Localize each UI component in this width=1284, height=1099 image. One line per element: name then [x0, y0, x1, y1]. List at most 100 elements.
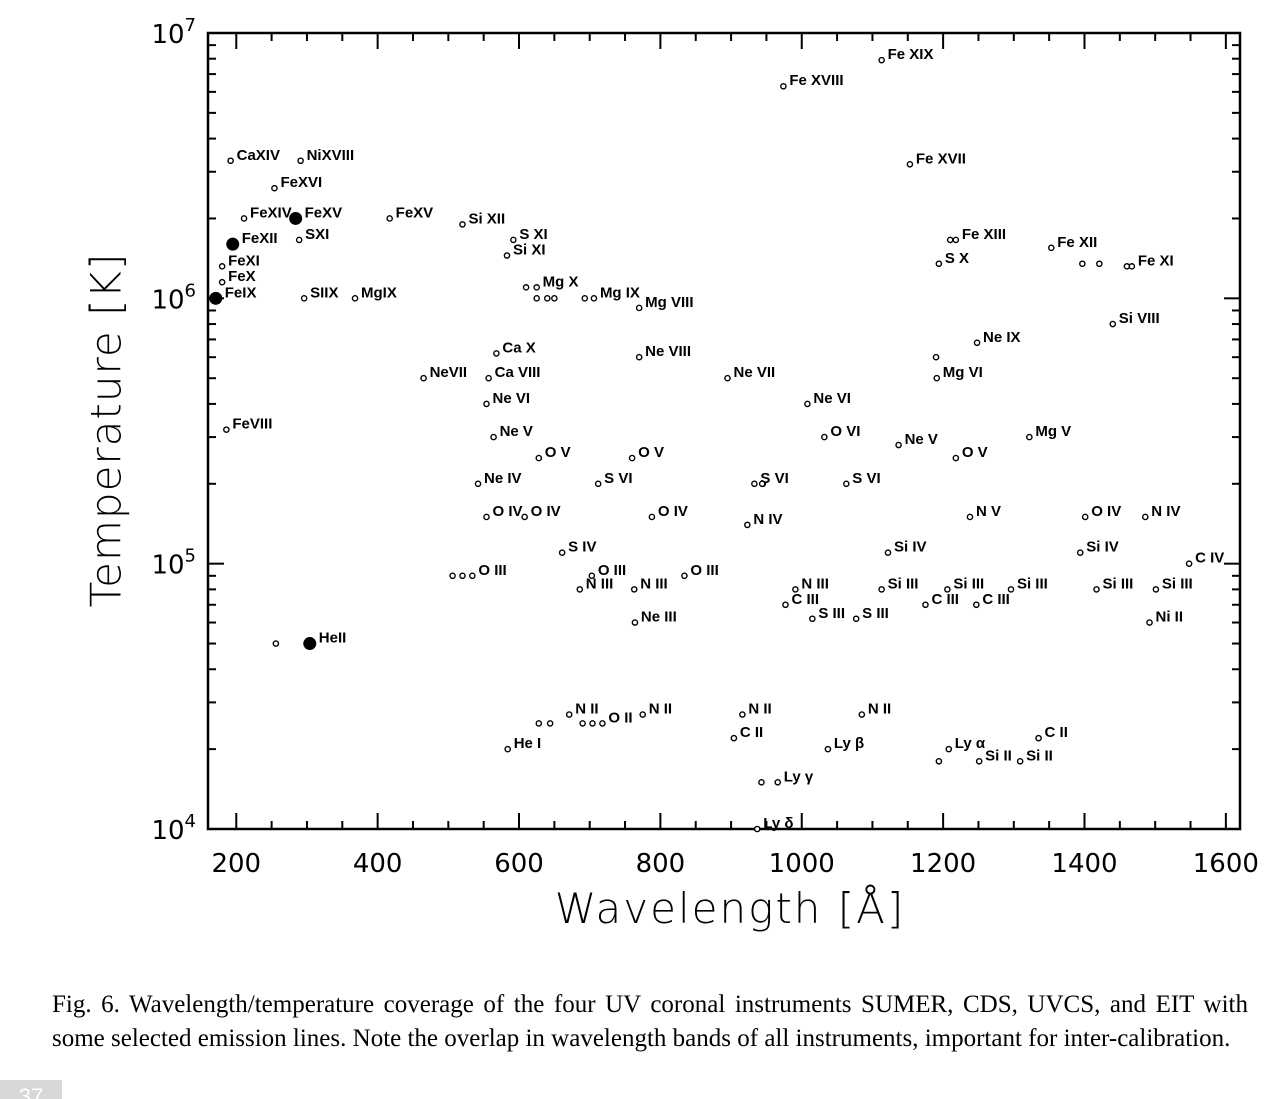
data-point	[240, 215, 248, 222]
data-point	[739, 711, 746, 718]
data-point	[973, 339, 981, 347]
x-tick-label: 1000	[769, 849, 835, 879]
data-point-label: S III	[862, 605, 889, 622]
data-point	[599, 720, 606, 727]
data-point	[724, 374, 731, 382]
data-point	[630, 586, 638, 593]
data-point	[878, 56, 885, 64]
data-point	[639, 711, 647, 718]
data-point-label: Si II	[985, 747, 1012, 764]
data-point	[558, 549, 566, 556]
data-point	[522, 284, 530, 291]
data-point-label: Ne VI	[492, 390, 530, 407]
data-point	[952, 454, 960, 462]
data-point-label: Si III	[1017, 575, 1048, 592]
data-point	[579, 720, 586, 727]
data-point-label: Mg X	[543, 273, 579, 290]
data-point	[271, 184, 278, 192]
data-point-label: FeIX	[225, 284, 257, 301]
data-point	[628, 454, 636, 462]
data-point-label: Ca VIII	[495, 364, 541, 381]
data-point-label: N III	[801, 575, 829, 592]
data-point	[551, 295, 558, 302]
data-point-label: Fe XIX	[888, 46, 934, 63]
data-point	[884, 549, 892, 556]
data-point-label: FeX	[228, 268, 256, 285]
data-point	[635, 304, 643, 312]
data-point-label: Ly δ	[763, 815, 793, 832]
data-point-label: N V	[976, 503, 1001, 520]
data-point-label: S IV	[568, 539, 596, 556]
data-point-filled	[289, 211, 303, 225]
data-point-label: CaXIV	[237, 147, 280, 164]
data-point	[483, 513, 490, 521]
data-point-label: Fe XI	[1138, 252, 1174, 269]
data-point-label: Mg IX	[600, 284, 640, 301]
data-point	[952, 236, 960, 244]
data-point	[449, 572, 456, 580]
data-point-label: O V	[638, 444, 664, 461]
data-point-label: Fe XVIII	[789, 72, 843, 89]
data-point-label: O III	[690, 562, 718, 579]
data-point	[852, 615, 860, 623]
data-point	[973, 601, 980, 609]
data-point	[535, 720, 543, 727]
data-point	[459, 572, 466, 580]
data-point	[1093, 586, 1100, 593]
y-tick-label: 107	[151, 15, 196, 50]
data-point	[1079, 260, 1086, 268]
axis-ticks	[208, 32, 1240, 830]
data-point-label: C III	[931, 591, 959, 608]
data-point	[351, 295, 359, 302]
data-point-label: SXI	[305, 226, 329, 243]
data-point	[858, 711, 866, 718]
data-point	[1076, 549, 1084, 556]
page-number-badge: 37	[0, 1080, 62, 1099]
data-point	[744, 521, 751, 529]
data-point-label: N II	[868, 701, 891, 718]
data-point-label: C IV	[1195, 550, 1224, 567]
data-point-label: Si II	[1026, 747, 1053, 764]
data-point	[543, 295, 551, 302]
data-point	[895, 441, 902, 449]
data-point	[581, 295, 589, 302]
data-point-label: Ne III	[641, 609, 677, 626]
data-point	[218, 263, 226, 270]
data-point	[681, 572, 688, 580]
data-point	[631, 619, 639, 626]
data-point	[933, 374, 941, 382]
data-point	[1141, 513, 1149, 521]
data-point	[730, 734, 738, 742]
data-point-label: C II	[740, 724, 763, 741]
data-point	[1128, 263, 1136, 270]
x-tick-label: 600	[494, 849, 544, 879]
data-point	[1146, 619, 1153, 626]
y-axis-label: Temperature [K]	[81, 252, 131, 608]
data-point	[227, 157, 234, 165]
data-point	[535, 454, 543, 462]
data-point	[297, 157, 304, 165]
data-point-label: Si III	[1103, 575, 1134, 592]
data-point	[906, 161, 914, 168]
data-point-label: Ne VI	[813, 390, 851, 407]
data-point	[935, 757, 943, 765]
data-point	[533, 295, 540, 302]
data-point	[1026, 433, 1033, 441]
data-point-label: FeXII	[242, 230, 278, 247]
y-tick-label: 105	[151, 546, 196, 581]
data-point-label: O IV	[1091, 503, 1121, 520]
data-point	[1152, 586, 1160, 593]
data-point	[469, 572, 476, 580]
x-tick-label: 800	[636, 849, 686, 879]
data-point	[1007, 586, 1015, 593]
data-point	[490, 433, 497, 441]
data-point-label: SIIX	[310, 284, 338, 301]
data-point	[753, 825, 761, 833]
data-point	[594, 480, 602, 488]
data-point	[510, 236, 517, 244]
x-tick-label: 1200	[910, 849, 976, 879]
data-point-label: Fe XVII	[916, 150, 966, 167]
data-point-filled	[209, 291, 223, 305]
data-point-label: N III	[586, 575, 614, 592]
data-point-label: O II	[608, 709, 632, 726]
